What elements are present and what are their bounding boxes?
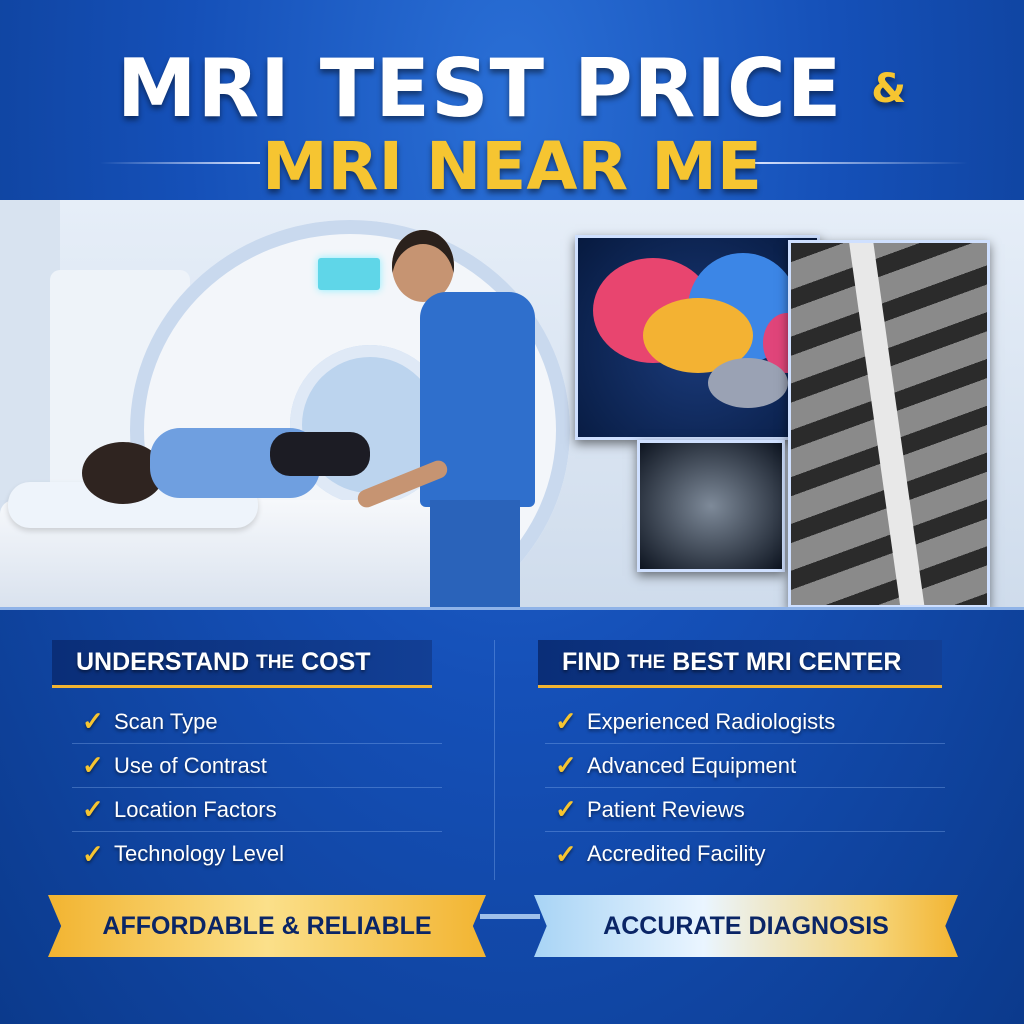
brain-scan-panel [575, 235, 820, 440]
check-icon: ✓ [555, 794, 577, 824]
check-icon: ✓ [82, 838, 104, 869]
heading-word: BEST MRI CENTER [672, 648, 902, 676]
center-criteria-list: ✓ Experienced Radiologists ✓ Advanced Equi… [545, 700, 945, 876]
check-icon: ✓ [82, 794, 104, 824]
ribbon-connector [480, 914, 540, 919]
list-item: ✓ Experienced Radiologists [545, 700, 945, 744]
title-line-2: MRI NEAR ME [262, 128, 762, 205]
check-icon: ✓ [82, 750, 104, 780]
list-item: ✓ Accredited Facility [545, 832, 945, 876]
list-item: ✓ Scan Type [72, 700, 442, 744]
technician-legs [430, 500, 520, 607]
chest-scan-panel [637, 440, 785, 572]
title-rule-left [100, 162, 260, 164]
heading-word: UNDERSTAND [76, 648, 250, 676]
ribbon-affordable: AFFORDABLE & RELIABLE [48, 895, 486, 957]
right-section-heading: FIND THE BEST MRI CENTER [538, 640, 942, 688]
patient-legs [270, 432, 370, 476]
item-label: Location Factors [114, 796, 277, 822]
heading-word: THE [256, 651, 295, 673]
spinal-cord [848, 243, 928, 605]
item-label: Patient Reviews [587, 796, 745, 822]
cost-factors-list: ✓ Scan Type ✓ Use of Contrast ✓ Location Fa… [72, 700, 442, 876]
ribbon-accurate: ACCURATE DIAGNOSIS [534, 895, 958, 957]
item-label: Scan Type [114, 708, 218, 734]
check-icon: ✓ [555, 750, 577, 780]
heading-word: FIND [562, 648, 621, 676]
list-item: ✓ Technology Level [72, 832, 442, 876]
title-line-1: MRI TEST PRICE & [0, 42, 1024, 135]
item-label: Accredited Facility [587, 841, 766, 866]
check-icon: ✓ [555, 838, 577, 869]
spine-scan-panel [788, 240, 990, 607]
heading-word: THE [627, 651, 666, 673]
item-label: Advanced Equipment [587, 752, 797, 778]
list-item: ✓ Location Factors [72, 788, 442, 832]
list-item: ✓ Use of Contrast [72, 744, 442, 788]
brain-cerebellum [708, 358, 788, 408]
item-label: Technology Level [114, 841, 285, 866]
item-label: Use of Contrast [114, 752, 267, 778]
ampersand: & [871, 66, 908, 112]
section-divider [494, 640, 495, 880]
title-text: MRI TEST PRICE [116, 42, 843, 135]
mri-display [318, 258, 380, 290]
check-icon: ✓ [82, 706, 104, 736]
left-section-heading: UNDERSTAND THE COST [52, 640, 432, 688]
item-label: Experienced Radiologists [587, 708, 836, 734]
check-icon: ✓ [555, 706, 577, 736]
list-item: ✓ Patient Reviews [545, 788, 945, 832]
mri-photo [0, 200, 1024, 610]
list-item: ✓ Advanced Equipment [545, 744, 945, 788]
heading-word: COST [301, 648, 371, 676]
technician-head [392, 230, 454, 302]
